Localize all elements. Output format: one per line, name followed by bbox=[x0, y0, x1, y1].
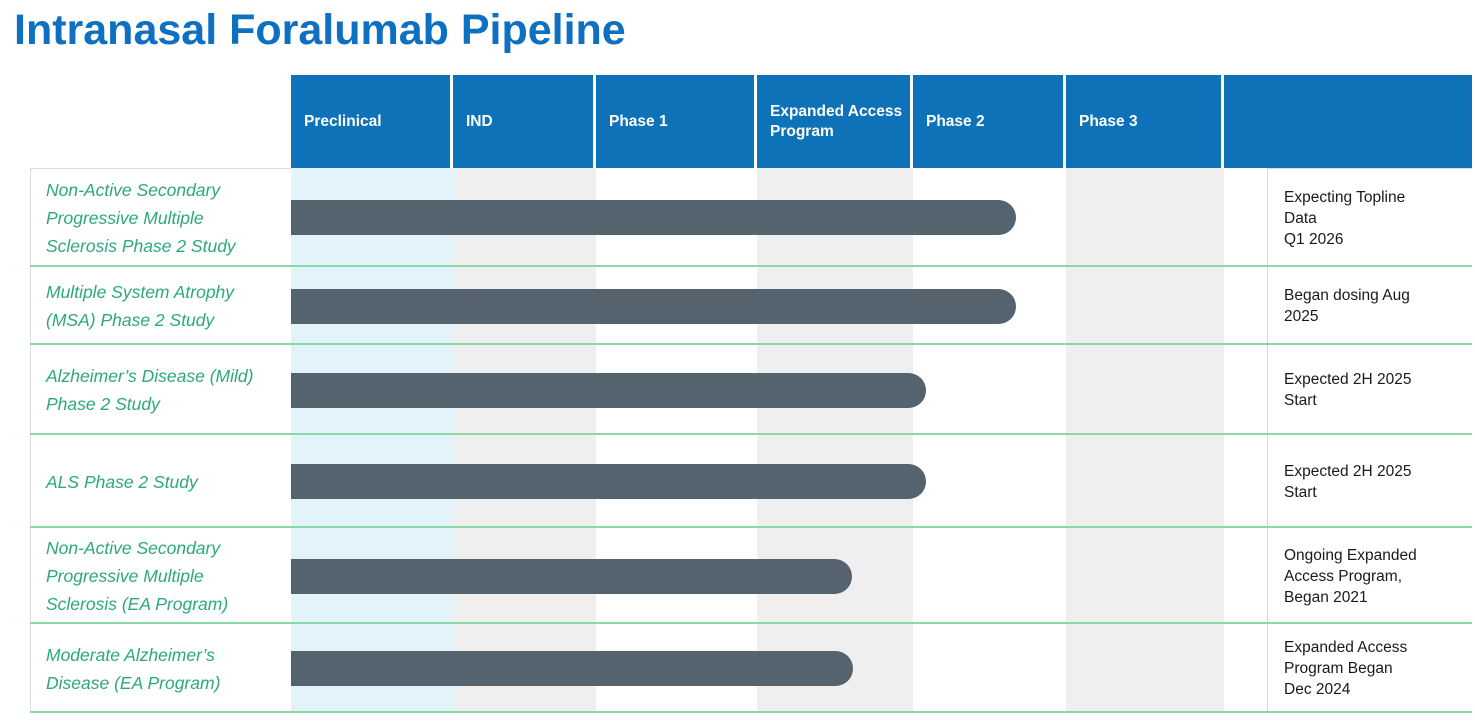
milestone-note: Expected 2H 2025 Start bbox=[1267, 345, 1472, 435]
stage-header-label: Phase 1 bbox=[609, 112, 668, 130]
row-divider-line bbox=[30, 622, 1472, 624]
row-divider-line bbox=[30, 433, 1472, 435]
stage-header-phase-3: Phase 3 bbox=[1066, 75, 1221, 168]
stage-header-label: Preclinical bbox=[304, 112, 382, 130]
pipeline-bar bbox=[291, 651, 853, 686]
page-title: Intranasal Foralumab Pipeline bbox=[14, 6, 626, 54]
pipeline-bar bbox=[291, 200, 1016, 235]
stage-header-label: Expanded Access Program bbox=[770, 102, 903, 140]
stage-header-blank bbox=[1224, 75, 1472, 168]
pipeline-bar bbox=[291, 558, 852, 594]
row-divider-line bbox=[30, 711, 1472, 713]
column-stripe-phase-1 bbox=[596, 168, 757, 713]
pipeline-bar bbox=[291, 372, 926, 408]
stage-header-preclinical: Preclinical bbox=[291, 75, 450, 168]
program-label: Multiple System Atrophy (MSA) Phase 2 St… bbox=[30, 267, 291, 345]
stage-header-expanded-access: Expanded Access Program bbox=[757, 75, 910, 168]
pipeline-bar bbox=[291, 288, 1016, 324]
column-stripe-ind bbox=[453, 168, 596, 713]
milestone-note: Expecting Topline Data Q1 2026 bbox=[1267, 168, 1472, 267]
row-divider-line bbox=[30, 526, 1472, 528]
milestone-note: Expanded Access Program Began Dec 2024 bbox=[1267, 624, 1472, 713]
milestone-note: Expected 2H 2025 Start bbox=[1267, 435, 1472, 528]
milestone-note: Began dosing Aug 2025 bbox=[1267, 267, 1472, 345]
stage-header-label: Phase 2 bbox=[926, 112, 985, 130]
stage-header-ind: IND bbox=[453, 75, 593, 168]
column-stripe-preclinical bbox=[291, 168, 453, 713]
column-stripe-expanded-access bbox=[757, 168, 913, 713]
stage-header-label: Phase 3 bbox=[1079, 112, 1138, 130]
column-stripe-phase-2 bbox=[913, 168, 1066, 713]
stage-header-phase-2: Phase 2 bbox=[913, 75, 1063, 168]
stage-header-phase-1: Phase 1 bbox=[596, 75, 754, 168]
pipeline-bar bbox=[291, 464, 926, 499]
column-stripe-phase-3 bbox=[1066, 168, 1224, 713]
milestone-note: Ongoing Expanded Access Program, Began 2… bbox=[1267, 528, 1472, 624]
program-label: Non-Active Secondary Progressive Multipl… bbox=[30, 168, 291, 267]
row-divider-line bbox=[30, 343, 1472, 345]
program-label: Non-Active Secondary Progressive Multipl… bbox=[30, 528, 291, 624]
program-label: Alzheimer’s Disease (Mild) Phase 2 Study bbox=[30, 345, 291, 435]
stage-header-label: IND bbox=[466, 112, 493, 130]
program-label: Moderate Alzheimer’s Disease (EA Program… bbox=[30, 624, 291, 713]
row-divider-line bbox=[30, 265, 1472, 267]
program-label: ALS Phase 2 Study bbox=[30, 435, 291, 528]
